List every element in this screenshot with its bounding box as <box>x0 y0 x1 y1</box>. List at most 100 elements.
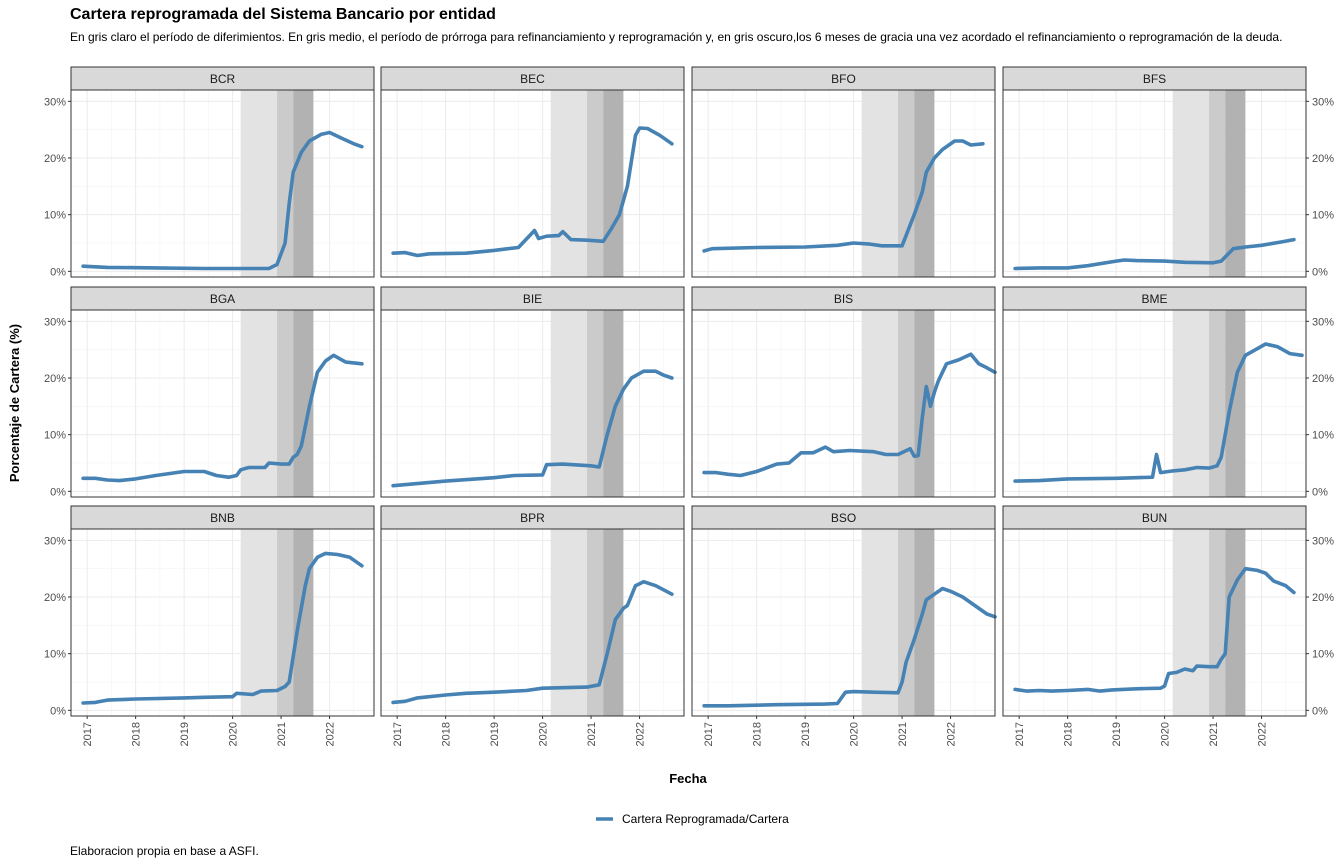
y-tick-label: 30% <box>44 96 66 108</box>
y-tick-label: 30% <box>1312 535 1334 547</box>
series-line-bis <box>702 352 997 478</box>
chart-subtitle: En gris claro el período de diferimiento… <box>70 30 1283 44</box>
series-line-bnb <box>81 551 364 705</box>
panel-border <box>70 309 375 498</box>
x-tick-label: 2020 <box>228 722 240 746</box>
y-tick-label: 30% <box>1312 96 1334 108</box>
shaded-period-light <box>550 310 588 497</box>
y-axis-title: Porcentaje de Cartera (%) <box>7 324 22 482</box>
panel-label: BFS <box>1143 72 1166 86</box>
y-tick-label: 0% <box>50 486 66 498</box>
y-tick-label: 0% <box>1312 486 1328 498</box>
x-tick-label: 2017 <box>1014 722 1026 746</box>
series-line-bie <box>391 369 674 488</box>
shaded-period-dark <box>914 529 935 716</box>
shaded-period-light <box>550 90 588 277</box>
x-tick-label: 2019 <box>179 722 191 746</box>
panel-label: BSO <box>831 511 856 525</box>
series-line-bfs <box>1013 237 1296 271</box>
shaded-period-medium <box>277 310 294 497</box>
panel-border <box>380 309 685 498</box>
y-tick-label: 0% <box>50 705 66 717</box>
y-tick-label: 10% <box>44 430 66 442</box>
y-tick-label: 20% <box>1312 592 1334 604</box>
y-tick-label: 20% <box>44 153 66 165</box>
shaded-period-light <box>861 90 899 277</box>
series-line-bso <box>702 586 997 708</box>
y-tick-label: 30% <box>1312 316 1334 328</box>
x-tick-label: 2020 <box>538 722 550 746</box>
y-tick-label: 30% <box>44 535 66 547</box>
x-tick-label: 2021 <box>1208 722 1220 746</box>
panel-label: BFO <box>831 72 856 86</box>
shaded-period-medium <box>587 529 604 716</box>
shaded-period-medium <box>277 529 294 716</box>
shaded-period-light <box>861 529 899 716</box>
shaded-period-medium <box>1209 529 1226 716</box>
shaded-period-light <box>861 310 899 497</box>
panel-border <box>380 528 685 717</box>
y-tick-label: 20% <box>1312 153 1334 165</box>
panel-border <box>70 89 375 278</box>
panel-border <box>691 309 996 498</box>
legend-label: Cartera Reprogramada/Cartera <box>622 812 789 826</box>
series-line-bun <box>1013 566 1296 693</box>
x-axis-title: Fecha <box>669 771 707 786</box>
panel-label: BIE <box>523 292 542 306</box>
shaded-period-medium <box>1209 90 1226 277</box>
panel-label: BPR <box>520 511 545 525</box>
panel-label: BEC <box>520 72 545 86</box>
y-tick-label: 10% <box>1312 649 1334 661</box>
y-tick-label: 10% <box>1312 210 1334 222</box>
y-tick-label: 0% <box>1312 705 1328 717</box>
shaded-period-medium <box>898 90 915 277</box>
shaded-period-dark <box>293 90 314 277</box>
panel-label: BGA <box>210 292 235 306</box>
y-tick-label: 30% <box>44 316 66 328</box>
shaded-period-medium <box>277 90 294 277</box>
shaded-period-medium <box>587 90 604 277</box>
shaded-period-dark <box>603 310 624 497</box>
shaded-period-light <box>550 529 588 716</box>
x-tick-label: 2020 <box>849 722 861 746</box>
panel-label: BUN <box>1142 511 1167 525</box>
shaded-period-dark <box>603 90 624 277</box>
panel-border <box>1002 309 1307 498</box>
x-tick-label: 2017 <box>703 722 715 746</box>
panel-border <box>380 89 685 278</box>
x-tick-label: 2022 <box>946 722 958 746</box>
series-line-bme <box>1013 342 1304 483</box>
x-tick-label: 2022 <box>635 722 647 746</box>
panel-border <box>691 528 996 717</box>
shaded-period-dark <box>293 529 314 716</box>
panel-label: BME <box>1141 292 1167 306</box>
x-tick-label: 2021 <box>897 722 909 746</box>
y-tick-label: 10% <box>44 649 66 661</box>
shaded-period-dark <box>1225 310 1246 497</box>
y-tick-label: 20% <box>44 592 66 604</box>
x-tick-label: 2018 <box>441 722 453 746</box>
y-tick-label: 0% <box>50 266 66 278</box>
y-tick-label: 20% <box>44 373 66 385</box>
y-tick-label: 0% <box>1312 266 1328 278</box>
panel-border <box>1002 89 1307 278</box>
shaded-period-medium <box>587 310 604 497</box>
x-tick-label: 2017 <box>392 722 404 746</box>
series-line-bcr <box>81 130 364 271</box>
panel-border <box>70 528 375 717</box>
x-tick-label: 2020 <box>1160 722 1172 746</box>
x-tick-label: 2018 <box>131 722 143 746</box>
y-tick-label: 10% <box>44 210 66 222</box>
shaded-period-light <box>240 90 278 277</box>
shaded-period-dark <box>1225 90 1246 277</box>
panel-border <box>691 89 996 278</box>
y-tick-label: 20% <box>1312 373 1334 385</box>
y-tick-label: 10% <box>1312 430 1334 442</box>
series-line-bec <box>391 126 674 258</box>
shaded-period-medium <box>898 529 915 716</box>
x-tick-label: 2018 <box>752 722 764 746</box>
x-tick-label: 2022 <box>325 722 337 746</box>
x-tick-label: 2021 <box>276 722 288 746</box>
shaded-period-light <box>1172 90 1210 277</box>
